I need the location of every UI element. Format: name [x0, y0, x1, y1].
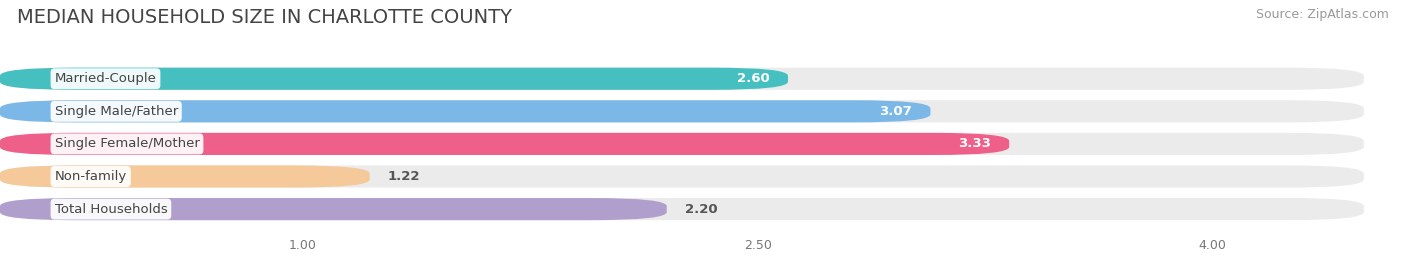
Text: MEDIAN HOUSEHOLD SIZE IN CHARLOTTE COUNTY: MEDIAN HOUSEHOLD SIZE IN CHARLOTTE COUNT…: [17, 8, 512, 27]
Text: 3.07: 3.07: [880, 105, 912, 118]
FancyBboxPatch shape: [0, 165, 370, 187]
FancyBboxPatch shape: [0, 198, 666, 220]
FancyBboxPatch shape: [0, 100, 931, 122]
Text: 2.20: 2.20: [685, 203, 717, 215]
Text: Single Female/Mother: Single Female/Mother: [55, 137, 200, 150]
Text: 3.33: 3.33: [957, 137, 991, 150]
FancyBboxPatch shape: [0, 198, 1364, 220]
FancyBboxPatch shape: [0, 68, 1364, 90]
FancyBboxPatch shape: [0, 133, 1364, 155]
Text: Source: ZipAtlas.com: Source: ZipAtlas.com: [1256, 8, 1389, 21]
FancyBboxPatch shape: [0, 100, 1364, 122]
Text: 1.22: 1.22: [388, 170, 420, 183]
FancyBboxPatch shape: [0, 68, 787, 90]
Text: 2.60: 2.60: [737, 72, 770, 85]
Text: Non-family: Non-family: [55, 170, 127, 183]
Text: Total Households: Total Households: [55, 203, 167, 215]
FancyBboxPatch shape: [0, 165, 1364, 187]
FancyBboxPatch shape: [0, 133, 1010, 155]
Text: Single Male/Father: Single Male/Father: [55, 105, 177, 118]
Text: Married-Couple: Married-Couple: [55, 72, 156, 85]
